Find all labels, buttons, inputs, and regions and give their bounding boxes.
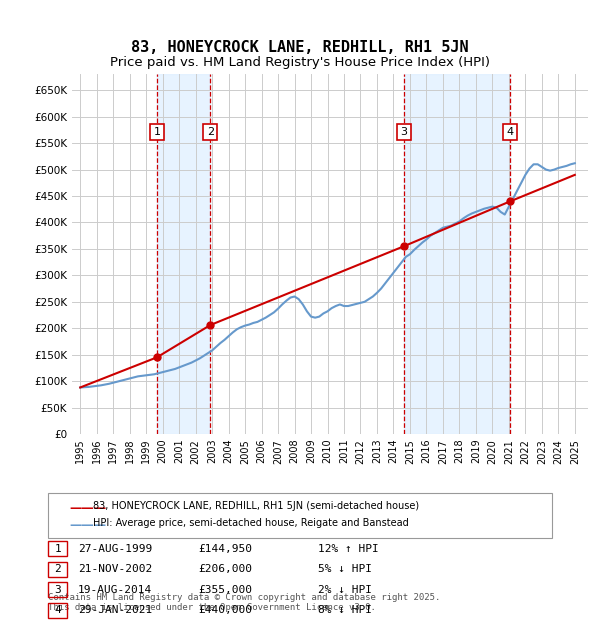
Text: 12% ↑ HPI: 12% ↑ HPI xyxy=(318,544,379,554)
Bar xyxy=(157,74,211,434)
Text: 83, HONEYCROCK LANE, REDHILL, RH1 5JN: 83, HONEYCROCK LANE, REDHILL, RH1 5JN xyxy=(131,40,469,55)
Text: £355,000: £355,000 xyxy=(198,585,252,595)
Text: 2% ↓ HPI: 2% ↓ HPI xyxy=(318,585,372,595)
Bar xyxy=(404,74,510,434)
Text: £144,950: £144,950 xyxy=(198,544,252,554)
Text: ———: ——— xyxy=(69,502,106,515)
Text: 2: 2 xyxy=(207,127,214,137)
Text: 8% ↓ HPI: 8% ↓ HPI xyxy=(318,605,372,615)
Text: Contains HM Land Registry data © Crown copyright and database right 2025.
This d: Contains HM Land Registry data © Crown c… xyxy=(48,593,440,612)
Text: 1: 1 xyxy=(54,544,61,554)
Text: ———: ——— xyxy=(69,519,106,532)
Text: 19-AUG-2014: 19-AUG-2014 xyxy=(78,585,152,595)
Text: 2: 2 xyxy=(54,564,61,574)
Text: Price paid vs. HM Land Registry's House Price Index (HPI): Price paid vs. HM Land Registry's House … xyxy=(110,56,490,69)
Text: 3: 3 xyxy=(400,127,407,137)
Text: 27-AUG-1999: 27-AUG-1999 xyxy=(78,544,152,554)
Text: 21-NOV-2002: 21-NOV-2002 xyxy=(78,564,152,574)
Text: 83, HONEYCROCK LANE, REDHILL, RH1 5JN (semi-detached house): 83, HONEYCROCK LANE, REDHILL, RH1 5JN (s… xyxy=(93,501,419,511)
Text: 4: 4 xyxy=(506,127,514,137)
Text: 1: 1 xyxy=(154,127,160,137)
Text: 29-JAN-2021: 29-JAN-2021 xyxy=(78,605,152,615)
Text: 3: 3 xyxy=(54,585,61,595)
Text: 4: 4 xyxy=(54,605,61,615)
Text: 5% ↓ HPI: 5% ↓ HPI xyxy=(318,564,372,574)
Text: £440,000: £440,000 xyxy=(198,605,252,615)
Text: HPI: Average price, semi-detached house, Reigate and Banstead: HPI: Average price, semi-detached house,… xyxy=(93,518,409,528)
Text: £206,000: £206,000 xyxy=(198,564,252,574)
